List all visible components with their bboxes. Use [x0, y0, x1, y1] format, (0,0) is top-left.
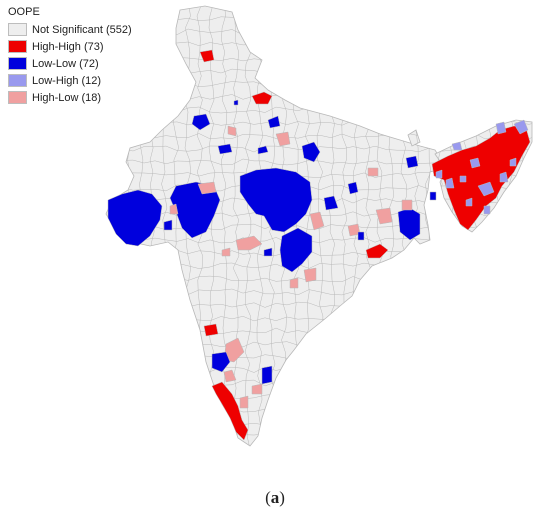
legend-swatch-low-low	[8, 57, 27, 70]
district-cluster-low-high	[445, 177, 455, 189]
district-cluster-high-high	[251, 91, 273, 105]
district-cluster-low-low	[233, 99, 239, 106]
district-cluster-low-low	[211, 351, 231, 373]
caption-letter: a	[270, 488, 280, 507]
legend-item-low-high: Low-High (12)	[8, 72, 132, 89]
district-cluster-high-low	[227, 125, 237, 137]
legend-label-low-low: Low-Low (72)	[32, 57, 99, 70]
legend: OOPE Not Significant (552) High-High (73…	[8, 6, 132, 106]
district-cluster-low-high	[509, 157, 517, 167]
district-cluster-high-low	[367, 167, 379, 177]
district-cluster-low-low	[217, 143, 233, 155]
legend-label-high-high: High-High (73)	[32, 40, 104, 53]
district-cluster-low-low	[267, 115, 281, 129]
legend-swatch-low-high	[8, 74, 27, 87]
district-cluster-low-low	[323, 195, 339, 211]
district-cluster-high-low	[251, 383, 263, 395]
legend-title: OOPE	[8, 6, 40, 18]
district-cluster-high-low	[223, 369, 237, 383]
figure-caption: (a)	[0, 488, 550, 508]
caption-open-paren: (	[265, 488, 271, 507]
district-cluster-low-high	[477, 181, 495, 197]
district-cluster-high-low	[235, 235, 263, 251]
district-cluster-high-low	[309, 211, 325, 231]
district-cluster-low-high	[513, 119, 529, 135]
district-cluster-high-high	[365, 243, 389, 259]
district-cluster-low-low	[263, 247, 273, 257]
district-cluster-low-low	[429, 191, 437, 201]
district-cluster-low-high	[435, 169, 443, 179]
legend-item-high-low: High-Low (18)	[8, 89, 132, 106]
district-cluster-low-low	[191, 113, 211, 131]
district-cluster-low-high	[451, 141, 463, 151]
district-cluster-low-low	[257, 145, 269, 155]
district-cluster-high-high	[199, 49, 215, 63]
district-cluster-low-low	[239, 167, 313, 233]
district-cluster-low-low	[261, 365, 273, 385]
legend-swatch-high-high	[8, 40, 27, 53]
legend-item-not-significant: Not Significant (552)	[8, 21, 132, 38]
district-cluster-low-high	[483, 205, 491, 215]
district-cluster-high-low	[375, 207, 393, 225]
district-cluster-high-high	[203, 323, 219, 337]
district-cluster-high-low	[239, 395, 249, 409]
district-cluster-high-low	[303, 267, 317, 283]
caption-close-paren: )	[279, 488, 285, 507]
district-cluster-low-high	[499, 171, 509, 183]
district-cluster-high-low	[197, 181, 217, 195]
district-cluster-high-high	[211, 381, 249, 441]
district-cluster-high-low	[221, 247, 231, 257]
district-cluster-low-low	[405, 155, 419, 169]
district-cluster-high-low	[289, 277, 299, 289]
district-cluster-high-low	[275, 131, 291, 147]
district-cluster-low-high	[469, 157, 481, 169]
district-cluster-high-low	[401, 199, 413, 211]
classified-districts	[107, 49, 531, 441]
district-cluster-low-high	[459, 175, 467, 183]
district-cluster-high-high	[431, 125, 531, 231]
legend-item-high-high: High-High (73)	[8, 38, 132, 55]
district-cluster-low-low	[107, 189, 163, 247]
district-cluster-high-low	[169, 203, 179, 215]
legend-item-low-low: Low-Low (72)	[8, 55, 132, 72]
district-cluster-low-high	[465, 197, 473, 207]
legend-swatch-high-low	[8, 91, 27, 104]
legend-label-high-low: High-Low (18)	[32, 91, 102, 104]
district-cluster-low-low	[357, 231, 365, 241]
legend-swatch-not-significant	[8, 23, 27, 36]
district-cluster-low-low	[163, 219, 173, 231]
district-cluster-low-high	[495, 121, 507, 135]
district-cluster-low-low	[279, 227, 313, 273]
legend-label-low-high: Low-High (12)	[32, 74, 102, 87]
legend-label-not-significant: Not Significant (552)	[32, 23, 132, 36]
district-cluster-low-low	[301, 141, 321, 163]
district-cluster-low-low	[347, 181, 359, 195]
